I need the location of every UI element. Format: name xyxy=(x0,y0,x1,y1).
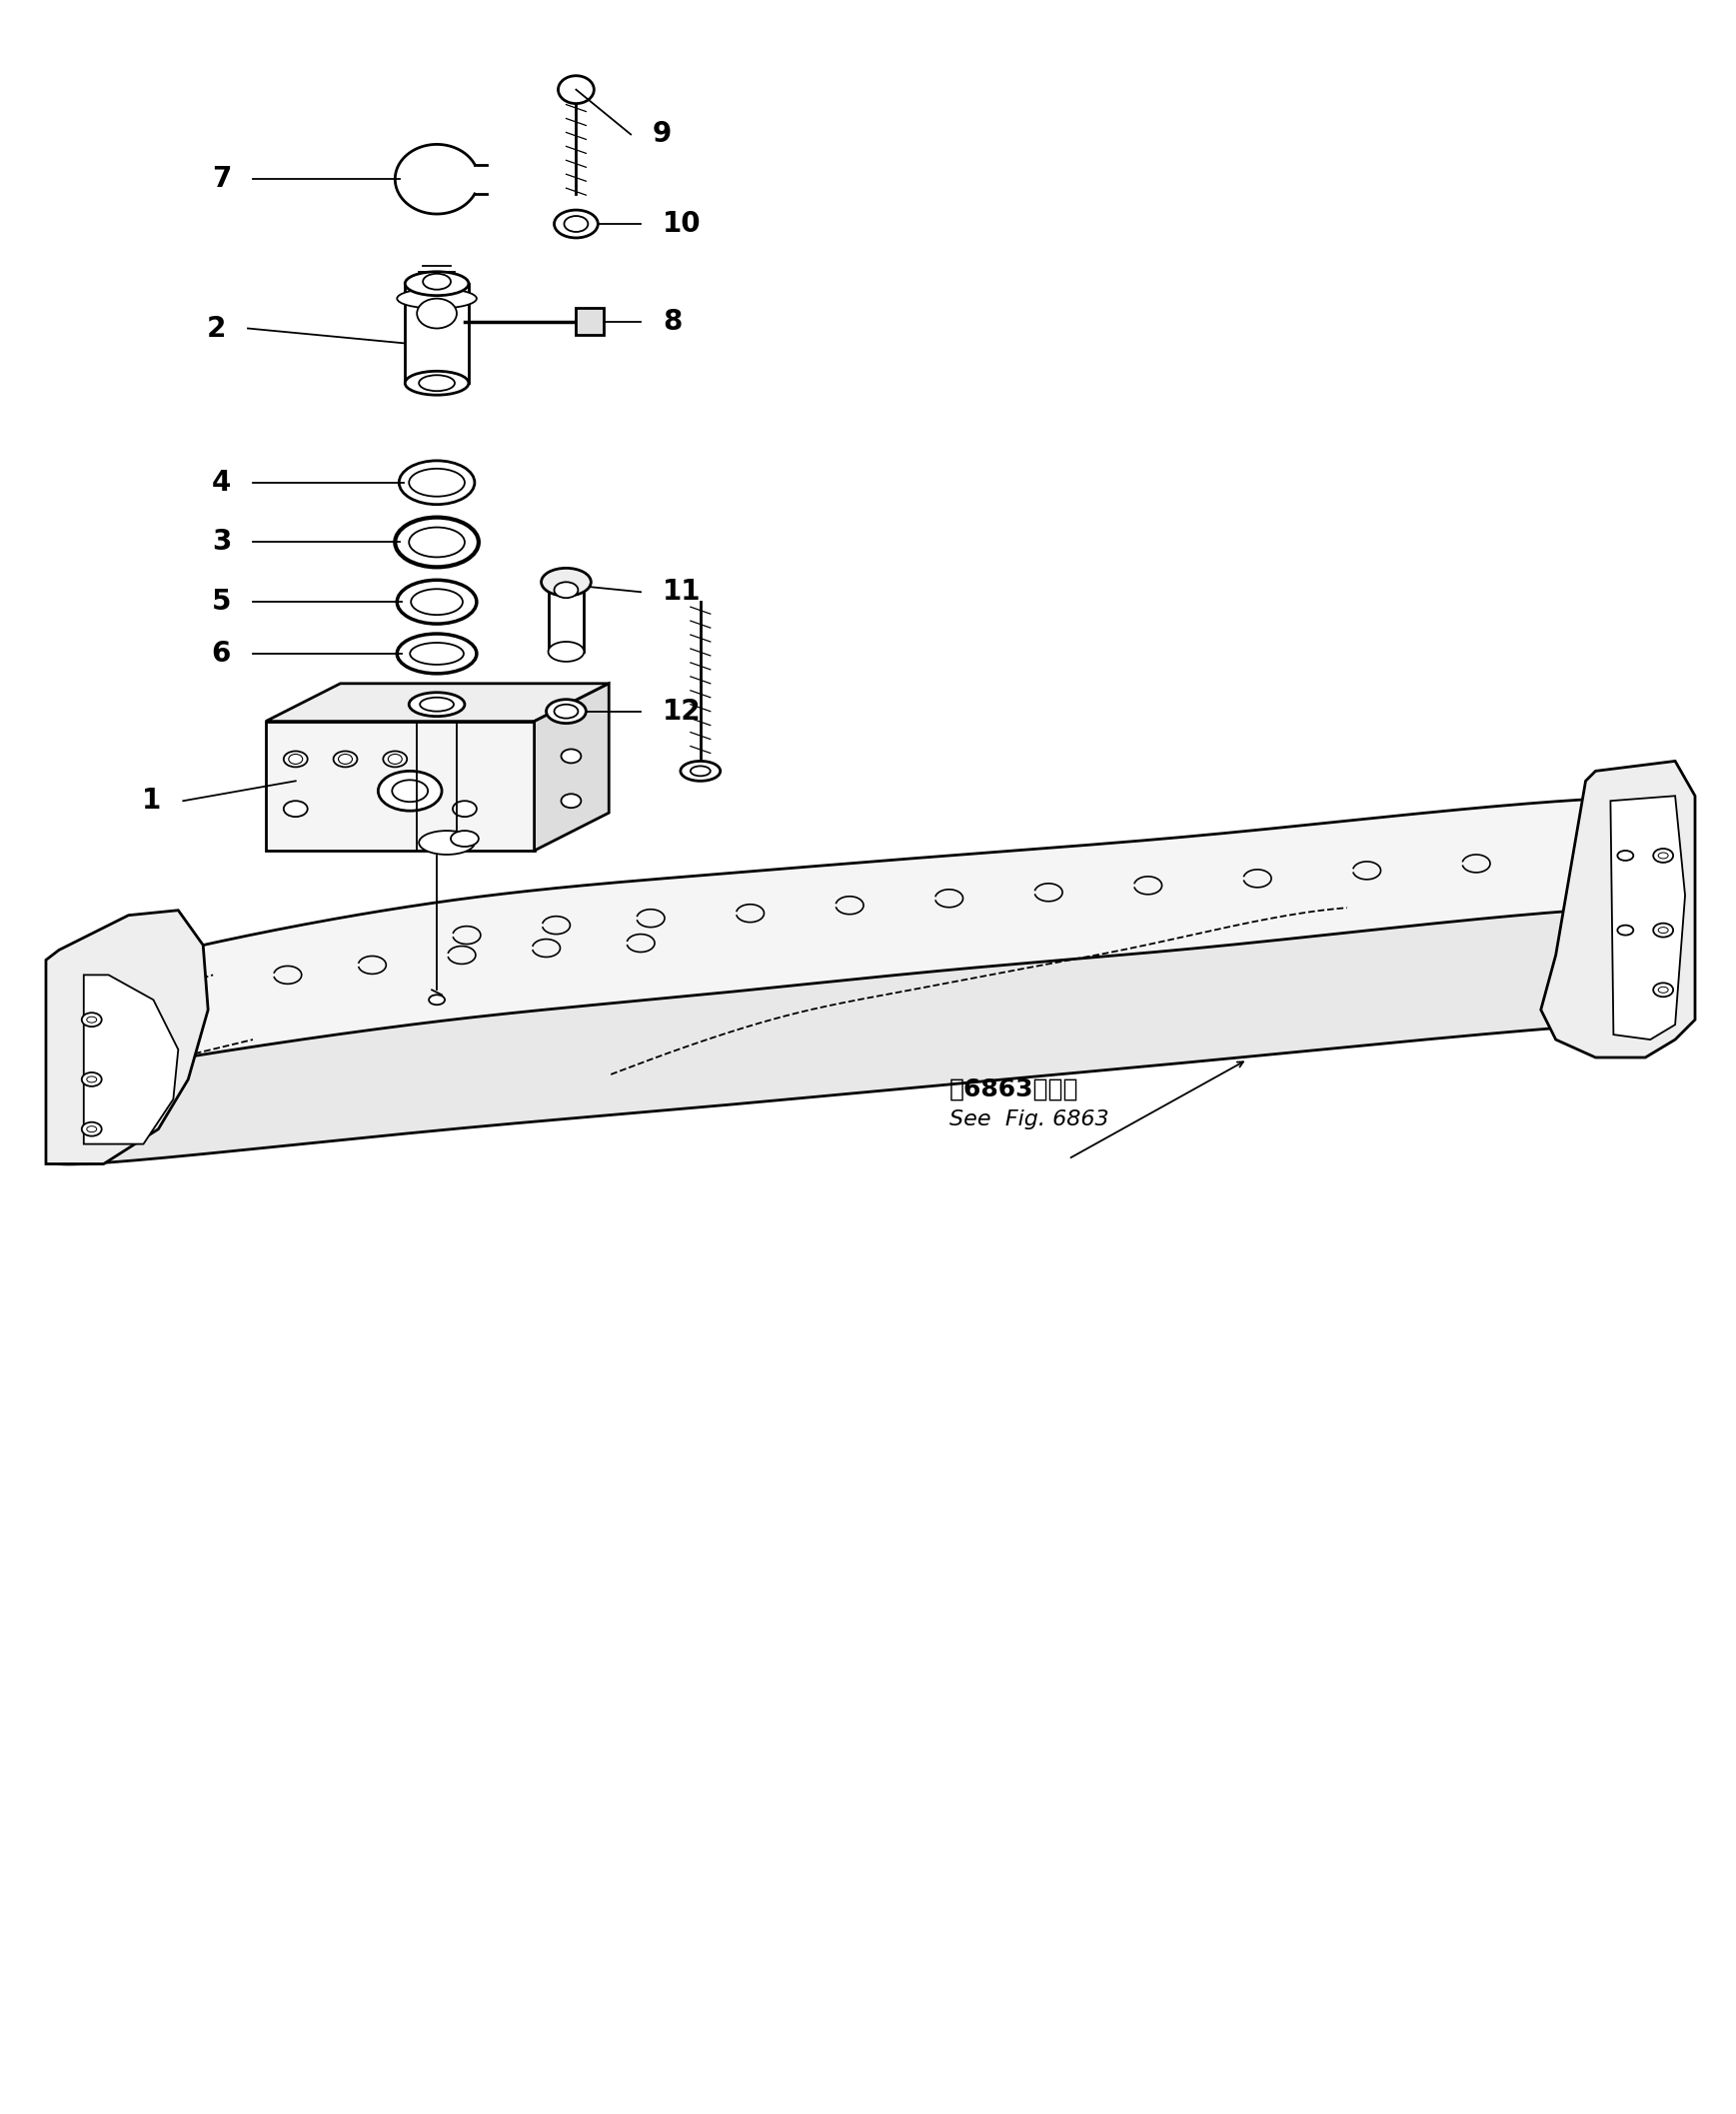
Polygon shape xyxy=(59,905,1675,1165)
Ellipse shape xyxy=(453,801,477,816)
Ellipse shape xyxy=(429,996,444,1004)
Text: 10: 10 xyxy=(663,209,701,239)
Ellipse shape xyxy=(410,526,465,558)
Bar xyxy=(266,721,535,850)
Text: 6: 6 xyxy=(212,641,231,668)
Ellipse shape xyxy=(87,1127,97,1133)
Ellipse shape xyxy=(398,579,477,624)
Ellipse shape xyxy=(554,581,578,598)
Text: 8: 8 xyxy=(663,307,682,336)
Ellipse shape xyxy=(1653,924,1674,937)
Ellipse shape xyxy=(561,795,582,808)
Ellipse shape xyxy=(384,750,406,767)
Polygon shape xyxy=(83,975,179,1144)
Text: 7: 7 xyxy=(212,165,231,192)
Polygon shape xyxy=(59,795,1675,1080)
Ellipse shape xyxy=(411,590,464,615)
Ellipse shape xyxy=(681,761,720,780)
Ellipse shape xyxy=(396,518,479,567)
Text: 第6863図参照: 第6863図参照 xyxy=(950,1078,1078,1101)
Ellipse shape xyxy=(1618,926,1634,934)
Ellipse shape xyxy=(417,298,457,328)
Ellipse shape xyxy=(389,755,403,763)
Ellipse shape xyxy=(1618,850,1634,860)
Ellipse shape xyxy=(547,700,587,723)
Ellipse shape xyxy=(554,704,578,719)
Text: 11: 11 xyxy=(663,577,701,607)
Ellipse shape xyxy=(82,1123,102,1135)
Text: 5: 5 xyxy=(212,588,231,615)
Ellipse shape xyxy=(1653,983,1674,998)
Ellipse shape xyxy=(418,374,455,391)
Ellipse shape xyxy=(398,290,477,309)
Bar xyxy=(576,307,604,336)
Text: See  Fig. 6863: See Fig. 6863 xyxy=(950,1110,1109,1129)
Polygon shape xyxy=(45,911,208,1165)
Ellipse shape xyxy=(418,831,474,854)
Text: 1: 1 xyxy=(142,786,161,814)
Ellipse shape xyxy=(559,76,594,104)
Ellipse shape xyxy=(398,634,477,674)
Ellipse shape xyxy=(1658,987,1668,994)
Ellipse shape xyxy=(399,461,474,505)
Ellipse shape xyxy=(87,1017,97,1023)
Ellipse shape xyxy=(82,1072,102,1087)
Ellipse shape xyxy=(410,693,465,717)
Ellipse shape xyxy=(392,780,427,801)
Polygon shape xyxy=(535,683,609,850)
Ellipse shape xyxy=(549,643,583,662)
Text: 9: 9 xyxy=(653,120,672,148)
Ellipse shape xyxy=(288,755,302,763)
Ellipse shape xyxy=(283,801,307,816)
Ellipse shape xyxy=(691,765,710,776)
Polygon shape xyxy=(1542,761,1694,1057)
Ellipse shape xyxy=(554,209,597,239)
Ellipse shape xyxy=(1658,928,1668,932)
Ellipse shape xyxy=(451,831,479,846)
Polygon shape xyxy=(1611,795,1686,1040)
Ellipse shape xyxy=(283,750,307,767)
Ellipse shape xyxy=(82,1013,102,1027)
Ellipse shape xyxy=(339,755,352,763)
Ellipse shape xyxy=(564,216,589,233)
Text: 12: 12 xyxy=(663,698,701,725)
Polygon shape xyxy=(266,683,609,721)
Ellipse shape xyxy=(420,698,453,710)
Ellipse shape xyxy=(410,643,464,664)
Ellipse shape xyxy=(333,750,358,767)
Ellipse shape xyxy=(542,569,590,596)
Text: 3: 3 xyxy=(212,528,231,556)
Ellipse shape xyxy=(404,273,469,296)
Ellipse shape xyxy=(424,273,451,290)
Ellipse shape xyxy=(1658,852,1668,858)
Text: 2: 2 xyxy=(207,315,226,342)
Ellipse shape xyxy=(404,372,469,395)
Ellipse shape xyxy=(561,748,582,763)
Text: 4: 4 xyxy=(212,469,231,497)
Ellipse shape xyxy=(87,1076,97,1082)
Ellipse shape xyxy=(378,772,441,812)
Ellipse shape xyxy=(1653,848,1674,863)
Ellipse shape xyxy=(410,469,465,497)
